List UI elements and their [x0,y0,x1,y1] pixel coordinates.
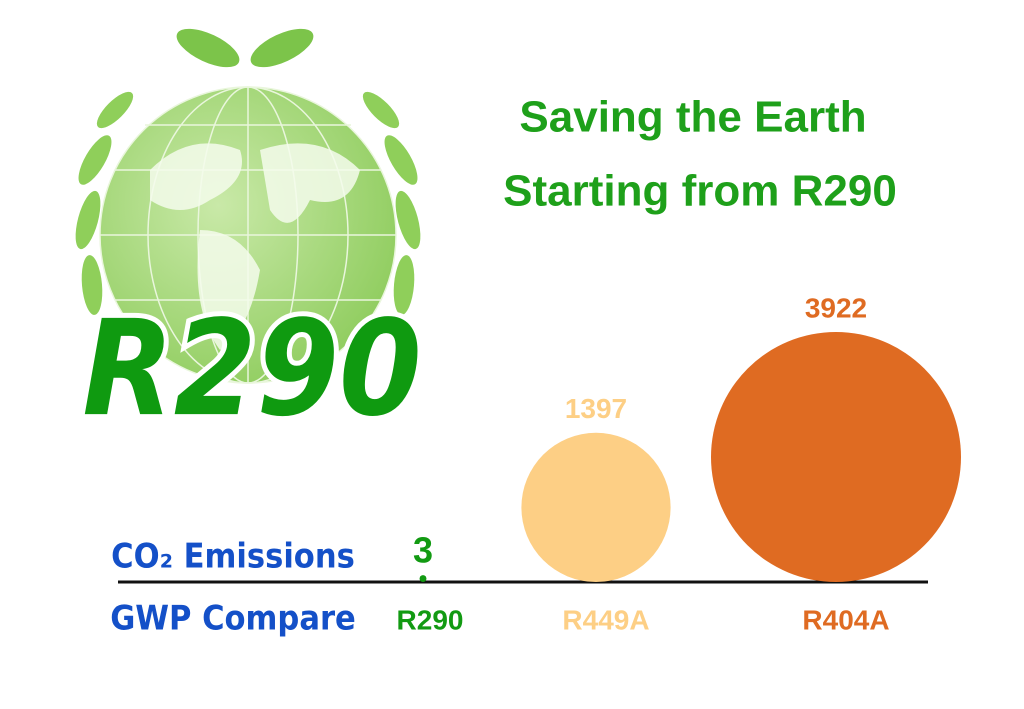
category-label: R449A [562,604,649,635]
bubble [521,432,671,582]
bubble [419,575,427,582]
value-label: 1397 [565,393,627,424]
logo-text: R290 [82,292,421,446]
x-axis-label: GWP Compare [110,599,356,639]
value-label: 3922 [805,292,867,323]
value-label: 3 [413,530,433,571]
chart-title: Starting from R290 [503,167,897,216]
chart-title: Saving the Earth [519,93,866,142]
category-label: R290 [397,604,464,635]
category-label: R404A [802,604,889,635]
bubble [711,332,961,582]
logo-text-outline: R290 [82,292,421,446]
logo: R290 R290 [75,28,427,451]
y-axis-label: CO₂ Emissions [111,537,355,577]
